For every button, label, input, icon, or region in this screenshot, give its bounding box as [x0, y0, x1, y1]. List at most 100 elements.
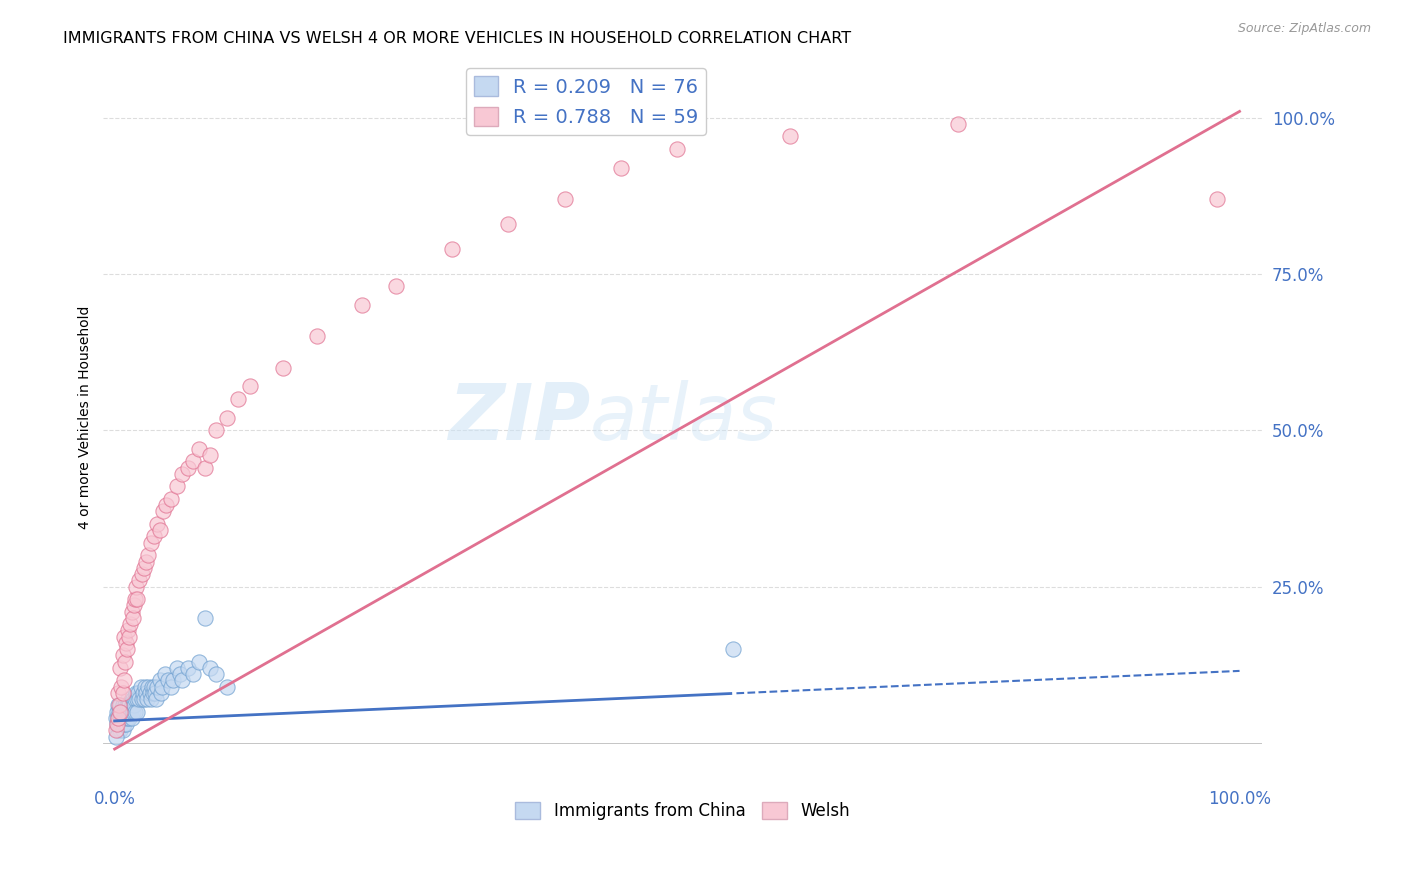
Point [118, 711, 141, 725]
Point [124, 705, 146, 719]
Point [117, 692, 139, 706]
Point [150, 680, 173, 694]
Point [125, 580, 148, 594]
Point [111, 711, 134, 725]
Point [122, 698, 145, 713]
Point [117, 705, 139, 719]
Point [112, 673, 135, 688]
Point [112, 705, 135, 719]
Point [121, 692, 143, 706]
Point [172, 673, 194, 688]
Point [134, 680, 156, 694]
Point [142, 686, 165, 700]
Point [118, 630, 141, 644]
Point [139, 692, 162, 706]
Point [115, 705, 138, 719]
Point [108, 717, 131, 731]
Point [138, 548, 160, 562]
Point [132, 560, 155, 574]
Point [122, 599, 145, 613]
Point [125, 686, 148, 700]
Point [610, 161, 633, 175]
Point [124, 692, 146, 706]
Point [108, 705, 131, 719]
Point [183, 454, 205, 468]
Point [498, 217, 520, 231]
Point [228, 392, 250, 406]
Point [156, 673, 179, 688]
Point [110, 711, 132, 725]
Point [146, 516, 169, 531]
Point [145, 692, 167, 706]
Point [160, 491, 183, 506]
Point [107, 686, 129, 700]
Point [143, 529, 166, 543]
Point [129, 680, 152, 694]
Point [127, 705, 149, 719]
Point [139, 535, 162, 549]
Point [162, 673, 184, 688]
Point [217, 410, 239, 425]
Point [441, 242, 464, 256]
Point [169, 667, 191, 681]
Point [138, 680, 160, 694]
Point [105, 705, 128, 719]
Point [110, 705, 132, 719]
Point [135, 554, 157, 568]
Point [183, 667, 205, 681]
Point [779, 129, 801, 144]
Point [104, 730, 127, 744]
Point [132, 692, 155, 706]
Point [115, 717, 138, 731]
Point [107, 711, 129, 725]
Point [115, 698, 138, 713]
Point [111, 686, 134, 700]
Point [136, 692, 159, 706]
Y-axis label: 4 or more Vehicles in Household: 4 or more Vehicles in Household [79, 306, 93, 530]
Point [385, 279, 408, 293]
Point [110, 661, 132, 675]
Point [121, 711, 143, 725]
Point [132, 686, 155, 700]
Point [666, 142, 689, 156]
Point [121, 605, 143, 619]
Point [160, 680, 183, 694]
Point [152, 504, 174, 518]
Point [105, 717, 128, 731]
Point [138, 686, 160, 700]
Point [128, 692, 150, 706]
Point [155, 498, 177, 512]
Point [118, 698, 141, 713]
Point [114, 711, 136, 725]
Point [121, 611, 143, 625]
Point [104, 711, 127, 725]
Point [107, 698, 129, 713]
Point [117, 624, 139, 638]
Point [205, 667, 228, 681]
Point [107, 711, 129, 725]
Point [112, 630, 135, 644]
Point [120, 617, 142, 632]
Point [141, 680, 163, 694]
Point [273, 360, 295, 375]
Point [128, 574, 150, 588]
Point [149, 673, 172, 688]
Point [108, 698, 131, 713]
Point [124, 592, 146, 607]
Point [205, 423, 228, 437]
Point [111, 698, 134, 713]
Point [143, 686, 166, 700]
Point [110, 705, 132, 719]
Text: IMMIGRANTS FROM CHINA VS WELSH 4 OR MORE VEHICLES IN HOUSEHOLD CORRELATION CHART: IMMIGRANTS FROM CHINA VS WELSH 4 OR MORE… [63, 31, 852, 46]
Point [107, 723, 129, 738]
Point [194, 611, 217, 625]
Point [146, 680, 169, 694]
Point [131, 567, 153, 582]
Point [239, 379, 262, 393]
Point [217, 680, 239, 694]
Point [111, 723, 134, 738]
Point [948, 117, 970, 131]
Point [127, 686, 149, 700]
Point [104, 723, 127, 738]
Point [112, 717, 135, 731]
